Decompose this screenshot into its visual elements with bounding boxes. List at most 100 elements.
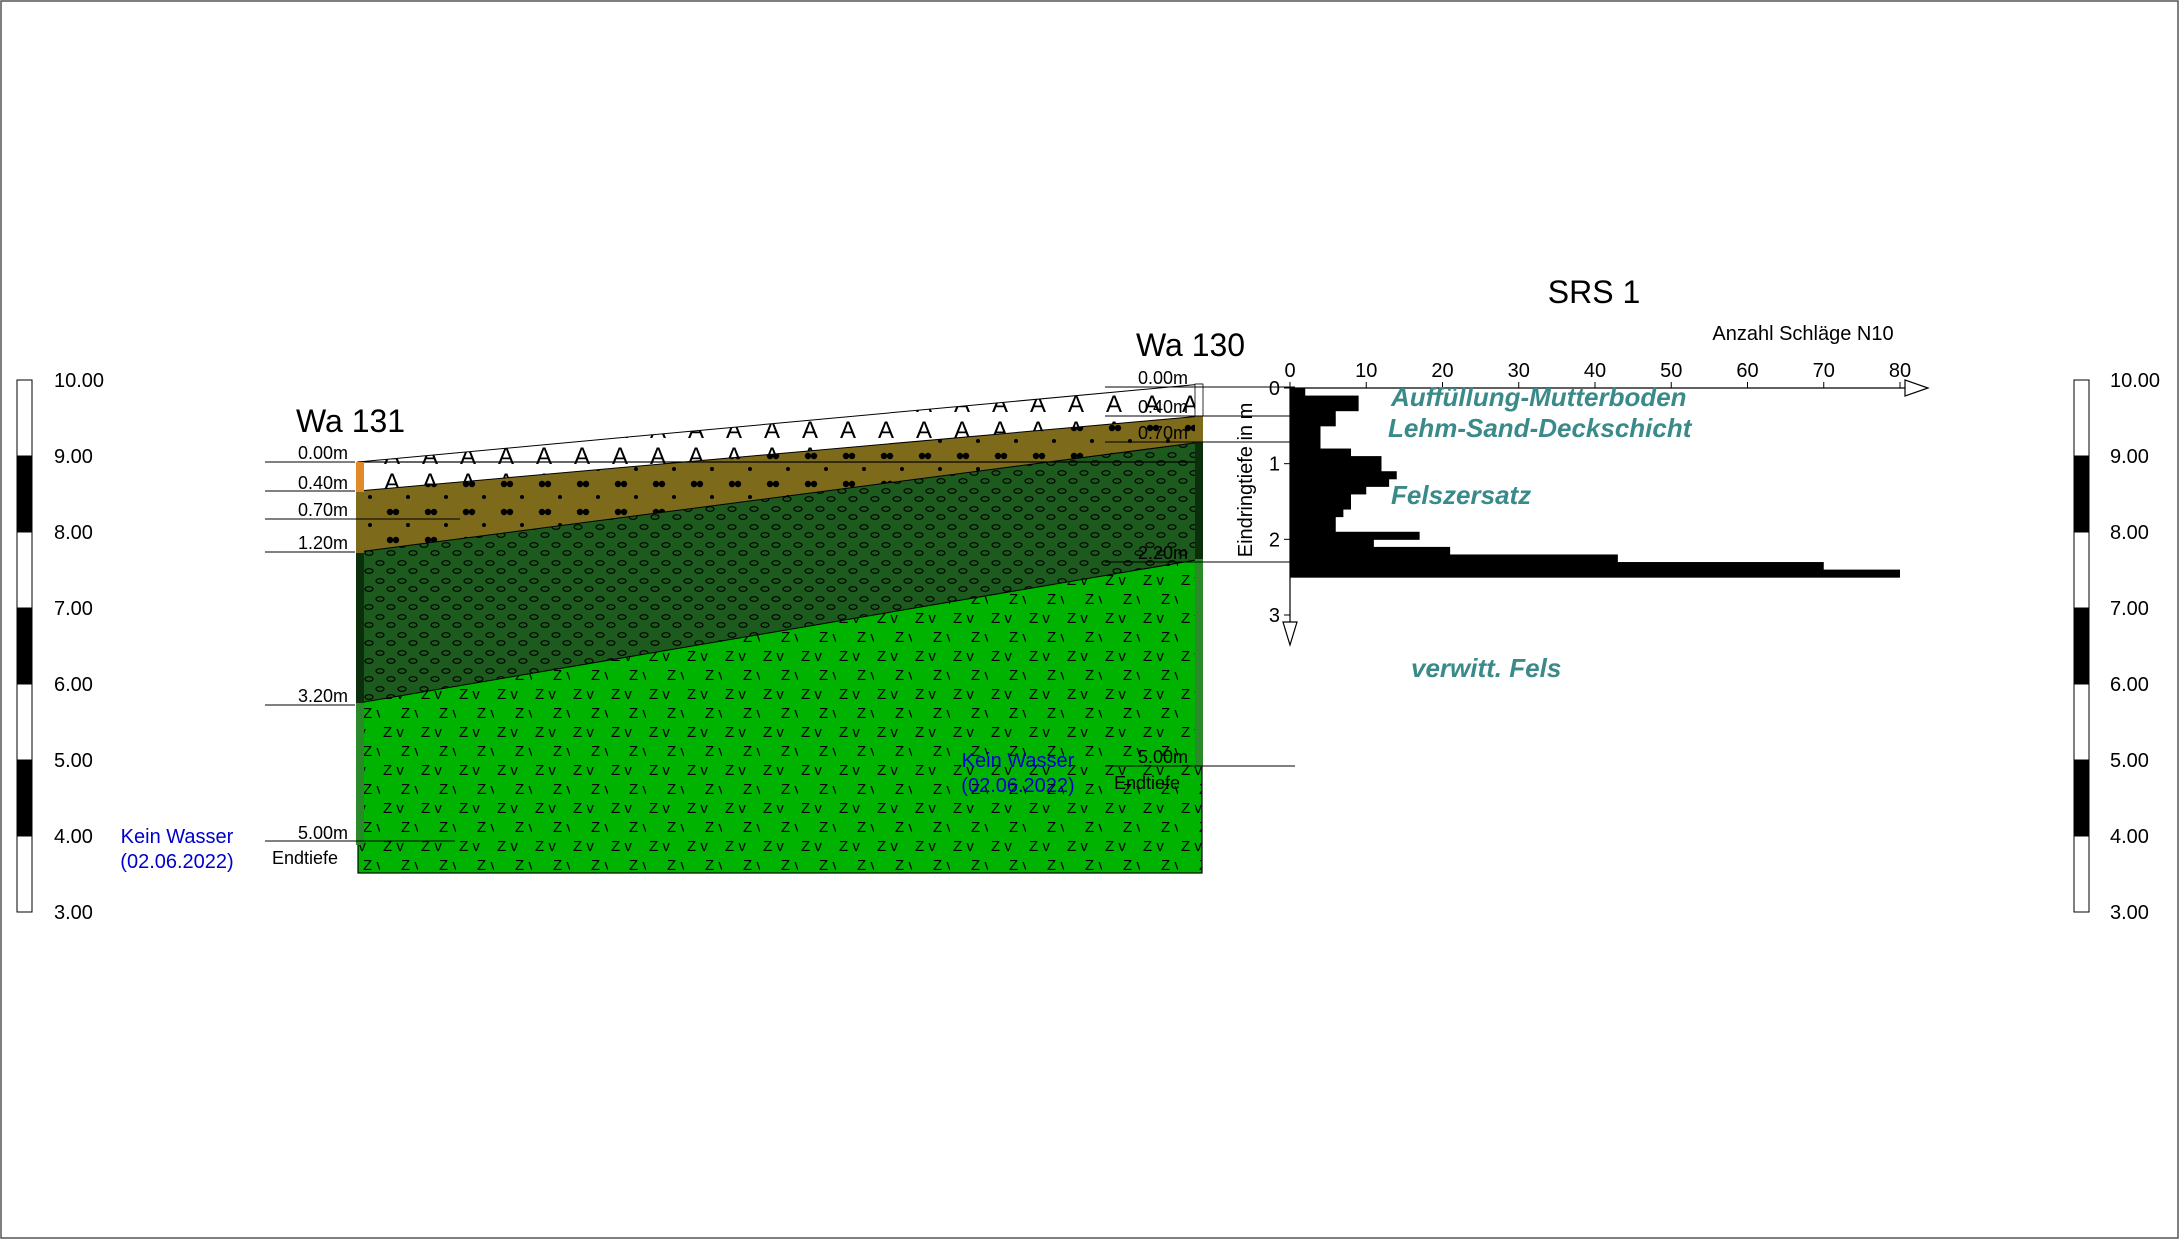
borehole-column [356,492,364,553]
srs-bar [1290,478,1390,487]
x-tick-label: 70 [1813,360,1835,382]
depth-label: 3.20m [298,686,348,706]
srs-bar [1290,440,1321,450]
scale-label: 9.00 [54,446,93,468]
scale-segment [16,607,33,685]
layer-weathered-rock [358,559,1202,873]
scale-label: 3.00 [54,902,93,924]
layer-boundary [357,415,1203,492]
borehole-column [1195,416,1203,442]
srs-bar [1290,448,1351,457]
y-axis-arrow [1282,621,1298,648]
srs-bars [1290,388,1900,578]
borehole-title: Wa 130 [1136,327,1245,363]
depth-label: 1.20m [298,533,348,553]
scale-label: 9.00 [2110,446,2149,468]
layer-label: Felszersatz [1391,480,1531,510]
borehole-column [356,553,364,703]
scale-label: 4.00 [2110,826,2149,848]
end-depth-label: Endtiefe [272,848,338,868]
x-axis-label: Anzahl Schläge N10 [1712,323,1893,345]
layer-topsoil-fill [358,384,1202,491]
depth-label: 0.70m [298,500,348,520]
depth-label: 0.00m [1138,368,1188,388]
scale-label: 3.00 [2110,902,2149,924]
chart-title: SRS 1 [1548,274,1640,310]
scale-segment [2073,759,2090,837]
layer-label: Lehm-Sand-Deckschicht [1388,413,1693,443]
y-axis-ticks: 0 1 2 3 [1269,378,1290,627]
borehole-column [356,462,364,492]
x-tick-label: 60 [1736,360,1758,382]
scale-segment [2073,683,2090,761]
srs-bar [1290,562,1824,571]
srs-bar [1290,531,1420,540]
scale-label: 8.00 [2110,522,2149,544]
srs-bar [1290,554,1618,563]
x-tick-label: 50 [1660,360,1682,382]
layer-decomposed-rock [358,442,1202,703]
srs-bar [1290,410,1336,419]
x-tick-label: 20 [1431,360,1453,382]
srs-bar [1290,425,1321,434]
depth-label: 0.70m [1138,423,1188,443]
borehole-column [1195,559,1203,766]
layer-label: Auffüllung-Mutterboden [1390,382,1687,412]
y-tick-label: 2 [1269,529,1280,551]
x-tick-label: 40 [1584,360,1606,382]
depth-label: 0.00m [298,443,348,463]
layer-boundary [357,441,1203,553]
scale-segment [16,379,33,457]
x-tick-label: 0 [1284,360,1295,382]
srs-bar [1290,569,1900,578]
srs-bar [1290,388,1306,397]
y-tick-label: 0 [1269,378,1280,400]
scale-segment [2073,379,2090,457]
srs-bar [1290,501,1351,510]
borehole-wa130: Wa 130 0.00m 0.40m 0.70m 2.20m 5.00m End… [961,327,1295,797]
scale-label: 10.00 [54,370,104,392]
y-tick-label: 1 [1269,454,1280,476]
x-tick-label: 10 [1355,360,1377,382]
layer-boundary [357,383,1203,463]
scale-label: 5.00 [2110,750,2149,772]
scale-label: 6.00 [54,674,93,696]
srs-bar [1290,471,1397,480]
scale-segment [16,531,33,609]
depth-label: 5.00m [298,823,348,843]
x-axis-ticks: 0 10 20 30 40 50 60 70 80 [1284,360,1911,388]
scale-label: 7.00 [2110,598,2149,620]
borehole-title: Wa 131 [296,403,405,439]
scale-label: 4.00 [54,826,93,848]
groundwater-date: (02.06.2022) [120,851,233,873]
srs-bar [1290,395,1359,404]
scale-segment [16,455,33,533]
soil-profile [357,383,1203,874]
scale-label: 10.00 [2110,370,2160,392]
depth-label: 0.40m [298,473,348,493]
end-depth-label: Endtiefe [1114,773,1180,793]
srs-bar [1290,486,1367,495]
scale-segment [2073,835,2090,913]
depth-label: 2.20m [1138,543,1188,563]
borehole-column [1195,442,1203,559]
y-tick-label: 3 [1269,605,1280,627]
layer-loam-sand [358,416,1202,552]
y-axis-label: Eindringtiefe in m [1235,403,1257,558]
srs-bar [1290,524,1336,533]
scale-segment [16,683,33,761]
srs-bar [1290,463,1382,472]
scale-label: 7.00 [54,598,93,620]
borehole-column [1194,383,1204,417]
srs-bar [1290,418,1336,427]
x-tick-label: 30 [1508,360,1530,382]
scale-label: 6.00 [2110,674,2149,696]
layer-boundary [357,558,1203,704]
depth-label: 0.40m [1138,397,1188,417]
scale-segment [2073,607,2090,685]
groundwater-date: (02.06.2022) [961,775,1074,797]
borehole-wa131: Wa 131 0.00m 0.40m 0.70m 1.20m 3.20m 5.0… [120,403,460,873]
srs-bar [1290,456,1382,465]
scale-segment [16,759,33,837]
x-axis-arrow [1904,379,1930,397]
